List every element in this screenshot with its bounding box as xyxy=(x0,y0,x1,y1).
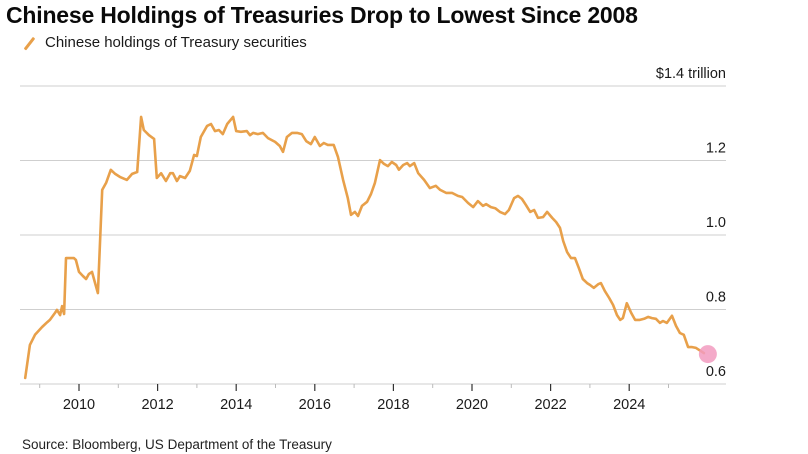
x-tick-label: 2024 xyxy=(613,397,645,413)
chart-title: Chinese Holdings of Treasuries Drop to L… xyxy=(6,2,638,28)
y-tick-label: 0.8 xyxy=(706,290,726,306)
legend: Chinese holdings of Treasury securities xyxy=(22,34,307,51)
x-tick-label: 2012 xyxy=(141,397,173,413)
x-tick-label: 2010 xyxy=(63,397,95,413)
x-tick-label: 2014 xyxy=(220,397,252,413)
x-tick-label: 2018 xyxy=(377,397,409,413)
source-note: Source: Bloomberg, US Department of the … xyxy=(22,437,332,452)
y-axis-labels: 0.6 0.8 1.0 1.2 $1.4 trillion xyxy=(656,66,726,380)
legend-label: Chinese holdings of Treasury securities xyxy=(45,34,307,51)
y-tick-label: 1.2 xyxy=(706,141,726,157)
gridlines xyxy=(20,85,726,385)
series-line xyxy=(23,115,706,380)
series-layer xyxy=(23,115,717,380)
x-tick-label: 2016 xyxy=(299,397,331,413)
y-tick-label: 1.0 xyxy=(706,215,726,231)
x-axis: 2010 2012 2014 2016 2018 2020 2022 2024 xyxy=(39,384,669,413)
end-marker-dot xyxy=(698,345,717,364)
x-tick-label: 2020 xyxy=(456,397,488,413)
y-tick-label: 0.6 xyxy=(706,364,726,380)
y-tick-label: $1.4 trillion xyxy=(656,66,726,82)
x-tick-label: 2022 xyxy=(534,397,566,413)
